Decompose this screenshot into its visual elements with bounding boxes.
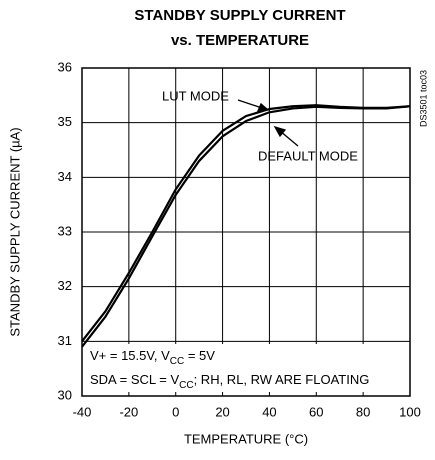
y-tick-label: 31: [58, 333, 72, 348]
conditions-text: = 5V: [184, 348, 215, 363]
conditions-line: SDA = SCL = VCC; RH, RL, RW ARE FLOATING: [90, 372, 369, 390]
y-tick-label: 32: [58, 278, 72, 293]
side-note: DS3501 toc03: [418, 70, 428, 127]
x-tick-label: 20: [215, 404, 229, 419]
y-tick-label: 36: [58, 59, 72, 74]
arrow-line: [279, 130, 299, 147]
plot-frame: [81, 67, 411, 397]
y-tick-label: 34: [58, 169, 72, 184]
x-tick-label: 0: [172, 404, 179, 419]
y-tick-label: 35: [58, 114, 72, 129]
subscript: CC: [170, 356, 184, 367]
arrow-head: [256, 102, 270, 112]
x-tick-label: 40: [262, 404, 276, 419]
conditions-text: V+ = 15.5V, V: [90, 348, 170, 363]
conditions-background: [86, 344, 404, 392]
conditions-line: V+ = 15.5V, VCC = 5V: [90, 348, 215, 366]
series-label: DEFAULT MODE: [258, 148, 358, 163]
x-tick-label: -40: [73, 404, 92, 419]
x-tick-label: 60: [309, 404, 323, 419]
arrow-head: [273, 125, 287, 138]
series-line: [81, 105, 411, 348]
y-axis-label: STANDBY SUPPLY CURRENT (µA): [7, 127, 22, 336]
x-tick-label: 80: [356, 404, 370, 419]
y-tick-label: 30: [58, 387, 72, 402]
chart-title: STANDBY SUPPLY CURRENT: [134, 7, 345, 24]
chart-subtitle: vs. TEMPERATURE: [171, 32, 309, 49]
x-tick-label: 100: [399, 404, 421, 419]
subscript: CC: [179, 380, 193, 391]
x-axis-label: TEMPERATURE (°C): [184, 431, 308, 446]
curves: [81, 104, 411, 348]
conditions-text: ; RH, RL, RW ARE FLOATING: [194, 372, 370, 387]
y-tick-label: 33: [58, 223, 72, 238]
conditions-text: SDA = SCL = V: [90, 372, 179, 387]
x-tick-label: -20: [119, 404, 138, 419]
series-line: [81, 104, 411, 343]
arrows: [237, 99, 299, 147]
arrow-line: [237, 99, 263, 109]
grid: [81, 67, 411, 397]
series-label: LUT MODE: [162, 88, 229, 103]
